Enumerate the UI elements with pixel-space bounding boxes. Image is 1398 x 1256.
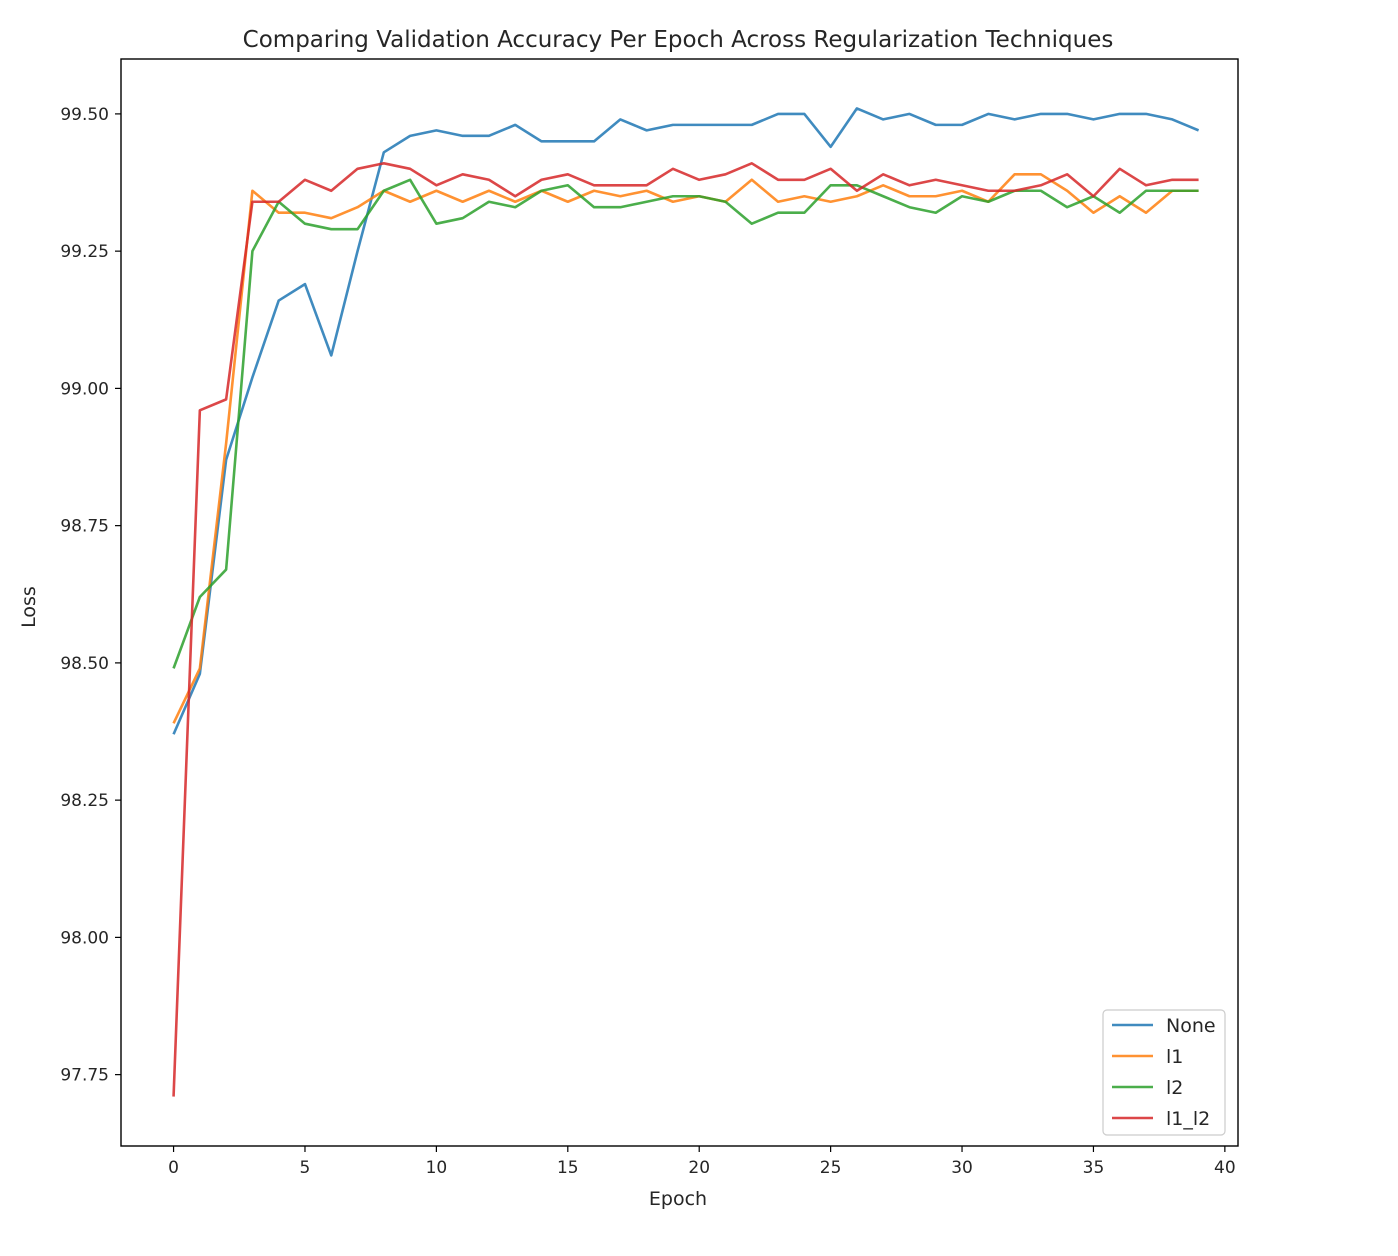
y-axis-label: Loss [18, 586, 40, 628]
x-tick-label: 30 [951, 1158, 973, 1178]
legend-box [1102, 1009, 1226, 1136]
x-tick-label: 10 [426, 1158, 448, 1178]
legend-label-l2: l2 [1166, 1077, 1183, 1099]
x-tick-label: 25 [820, 1158, 842, 1178]
plot-area-frame [120, 58, 1239, 1147]
x-tick-label: 0 [168, 1158, 179, 1178]
y-axis-ticks: 97.75 98.00 98.25 98.50 98.75 99.00 99.25 99.50 [60, 105, 121, 1086]
y-tick-label: 99.25 [60, 242, 109, 262]
y-tick-label: 98.00 [60, 928, 109, 948]
x-tick-label: 15 [557, 1158, 579, 1178]
series-line-l2 [172, 178, 1199, 669]
y-tick-label: 99.00 [60, 379, 109, 399]
x-tick-label: 35 [1083, 1158, 1105, 1178]
y-tick-label: 98.25 [60, 791, 109, 811]
y-tick-label: 97.75 [60, 1066, 109, 1086]
y-tick-label: 98.50 [60, 654, 109, 674]
series-line-l1 [172, 172, 1199, 724]
legend-label-l1: l1 [1166, 1046, 1183, 1068]
legend-label-none: None [1166, 1015, 1216, 1037]
x-axis-ticks: 0 5 10 15 20 25 30 35 40 [168, 1146, 1236, 1178]
x-tick-label: 40 [1214, 1158, 1236, 1178]
x-axis-label: Epoch [649, 1188, 707, 1210]
series-line-none [172, 107, 1200, 735]
series-layer [172, 107, 1200, 1097]
x-tick-label: 5 [300, 1158, 311, 1178]
legend-label-l1-l2: l1_l2 [1166, 1108, 1210, 1130]
chart-title: Comparing Validation Accuracy Per Epoch … [243, 27, 1114, 53]
x-tick-label: 20 [688, 1158, 710, 1178]
y-tick-label: 98.75 [60, 517, 109, 537]
legend: None l1 l2 l1_l2 [1102, 1009, 1226, 1136]
legend-entries: None l1 l2 l1_l2 [1112, 1015, 1216, 1130]
series-line-l1-l2 [172, 162, 1199, 1097]
y-tick-label: 99.50 [60, 105, 109, 125]
